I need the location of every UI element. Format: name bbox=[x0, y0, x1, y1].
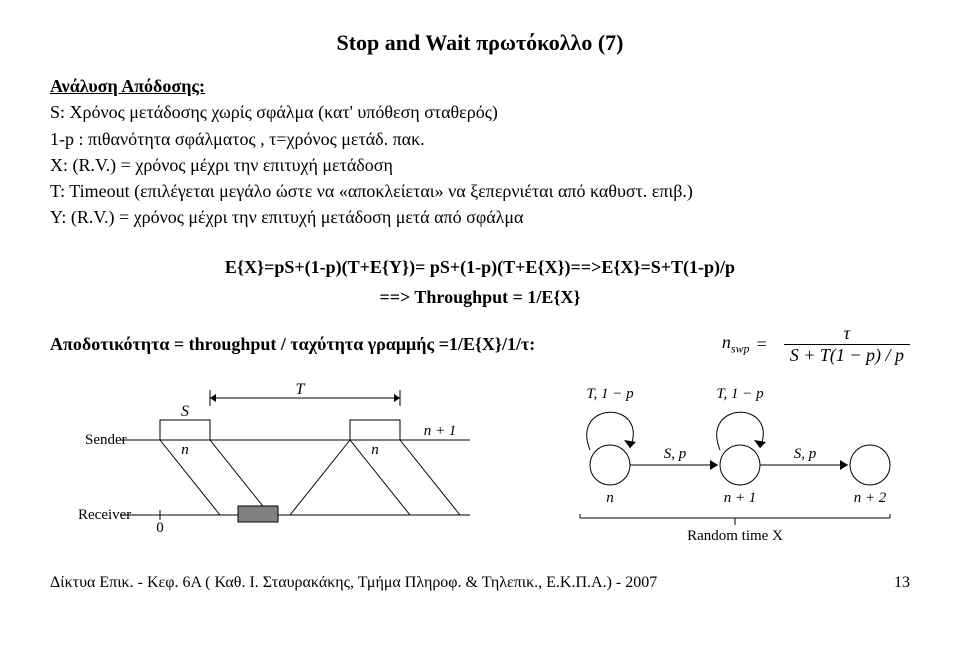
page-number: 13 bbox=[894, 574, 910, 592]
label-T: T bbox=[296, 381, 306, 398]
label-T1p-b: T, 1 − p bbox=[716, 386, 764, 402]
analysis-line-5: Y: (R.V.) = χρόνος μέχρι την επιτυχή μετ… bbox=[50, 205, 910, 229]
node-n1: n + 1 bbox=[724, 490, 757, 506]
label-T1p-a: T, 1 − p bbox=[586, 386, 634, 402]
label-Sp-b: S, p bbox=[794, 446, 817, 462]
footer-text: Δίκτυα Επικ. - Κεφ. 6Α ( Καθ. Ι. Σταυρακ… bbox=[50, 574, 657, 592]
analysis-line-2: 1-p : πιθανότητα σφάλματος , τ=χρόνος με… bbox=[50, 127, 910, 151]
label-zero: 0 bbox=[156, 520, 164, 536]
throughput-text: Αποδοτικότητα = throughput / ταχύτητα γρ… bbox=[50, 334, 535, 355]
eq-equals: = bbox=[756, 334, 768, 355]
caption-random-x: Random time X bbox=[687, 528, 783, 544]
throughput-row: Αποδοτικότητα = throughput / ταχύτητα γρ… bbox=[50, 323, 910, 366]
label-S1: S bbox=[181, 403, 189, 420]
formula-block: E{X}=pS+(1-p)(T+E{Y})= pS+(1-p)(T+E{X})=… bbox=[50, 252, 910, 313]
eq-nswp: nswp bbox=[722, 332, 750, 357]
analysis-line-1: S: Χρόνος μετάδοσης χωρίς σφάλμα (κατ' υ… bbox=[50, 100, 910, 124]
node-n2: n + 2 bbox=[854, 490, 887, 506]
eq-fraction: τ S + T(1 − p) / p bbox=[784, 323, 910, 366]
label-n1b: n bbox=[371, 442, 379, 458]
analysis-heading: Ανάλυση Απόδοσης: bbox=[50, 74, 910, 98]
eq-numerator: τ bbox=[838, 323, 856, 344]
label-receiver: Receiver bbox=[78, 507, 131, 523]
node-n: n bbox=[606, 490, 614, 506]
state-diagram: T, 1 − p T, 1 − p S, p S, p n n + 1 n + … bbox=[530, 380, 910, 550]
label-Sp-a: S, p bbox=[664, 446, 687, 462]
eq-denominator: S + T(1 − p) / p bbox=[784, 344, 910, 366]
label-n+1: n + 1 bbox=[424, 423, 457, 439]
label-sender: Sender bbox=[85, 432, 127, 448]
figure-row: T S n n n + 1 Sender Receiver 0 T, 1 − p bbox=[50, 380, 910, 550]
throughput-equation: nswp = τ S + T(1 − p) / p bbox=[722, 323, 910, 366]
footer: Δίκτυα Επικ. - Κεφ. 6Α ( Καθ. Ι. Σταυρακ… bbox=[50, 574, 910, 592]
formula-1: E{X}=pS+(1-p)(T+E{Y})= pS+(1-p)(T+E{X})=… bbox=[50, 252, 910, 283]
timing-diagram: T S n n n + 1 Sender Receiver 0 bbox=[50, 380, 490, 550]
page-title: Stop and Wait πρωτόκολλο (7) bbox=[50, 30, 910, 56]
analysis-line-3: X: (R.V.) = χρόνος μέχρι την επιτυχή μετ… bbox=[50, 153, 910, 177]
label-n1a: n bbox=[181, 442, 189, 458]
analysis-line-4: T: Timeout (επιλέγεται μεγάλο ώστε να «α… bbox=[50, 179, 910, 203]
formula-2: ==> Throughput = 1/E{X} bbox=[50, 282, 910, 313]
